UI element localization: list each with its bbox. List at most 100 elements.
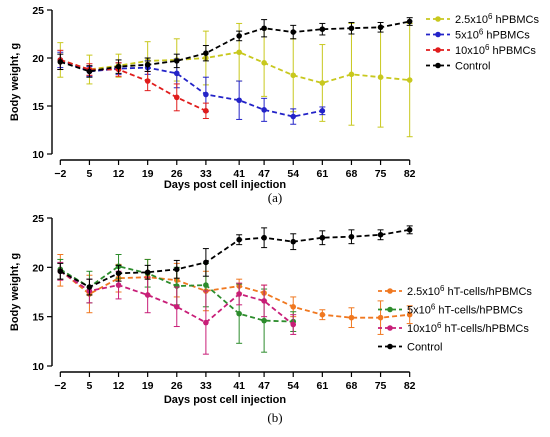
legend-label-exponent: 6 xyxy=(488,12,493,21)
legend-label-main: 2.5x10 xyxy=(407,286,440,298)
x-axis-title: Days post cell injection xyxy=(164,394,287,406)
data-point xyxy=(115,270,122,277)
legend-label-exponent: 6 xyxy=(485,43,490,52)
data-point xyxy=(236,97,242,104)
legend-label-suffix: hT-cells/hPBMCs xyxy=(441,323,529,335)
legend-label: 5x106 hPBMCs xyxy=(455,28,530,42)
data-point xyxy=(406,311,413,318)
data-point xyxy=(57,268,64,275)
legend-label-suffix: hT-cells/hPBMCs xyxy=(444,286,532,298)
legend-entry: 5x106 hPBMCs xyxy=(426,28,530,42)
series-line xyxy=(59,228,410,289)
data-point xyxy=(261,25,267,32)
legend-entry: 10x106 hT-cells/hPBMCs xyxy=(378,321,529,335)
legend-entry: 10x106 hPBMCs xyxy=(426,43,536,57)
legend-label: 10x106 hT-cells/hPBMCs xyxy=(407,321,529,335)
series-0 xyxy=(57,22,413,138)
x-tick-label: 12 xyxy=(113,168,125,180)
x-tick-label: 68 xyxy=(346,380,358,392)
legend-label-suffix: hT-cells/hPBMCs xyxy=(435,305,523,317)
series-0 xyxy=(57,254,413,335)
x-tick-label: 82 xyxy=(404,168,416,180)
legend-label-main: 10x10 xyxy=(407,323,437,335)
data-point xyxy=(348,314,355,321)
legend-label-main: Control xyxy=(407,342,442,354)
data-point xyxy=(290,238,297,245)
x-axis-title: Days post cell injection xyxy=(164,179,287,191)
series-2 xyxy=(57,49,209,119)
data-point xyxy=(261,234,267,241)
legend-marker xyxy=(387,325,393,331)
series-line xyxy=(60,51,410,84)
x-tick-label: 33 xyxy=(200,380,212,392)
data-point xyxy=(261,60,267,66)
data-point xyxy=(173,266,180,273)
legend-label-main: 2.5x10 xyxy=(455,14,488,26)
data-point xyxy=(290,304,297,310)
data-point xyxy=(319,108,326,114)
x-tick-label: 47 xyxy=(258,380,270,392)
data-point xyxy=(406,227,413,233)
legend-label-suffix: hPBMCs xyxy=(489,45,536,57)
panel-label: (b) xyxy=(267,410,282,425)
data-point xyxy=(290,113,297,120)
data-point xyxy=(348,233,355,240)
legend-label: 2.5x106 hPBMCs xyxy=(455,12,539,26)
x-tick-label: −2 xyxy=(54,168,66,180)
x-tick-label: 19 xyxy=(142,380,154,392)
data-point xyxy=(377,231,384,238)
data-point xyxy=(261,107,267,113)
x-tick-label: 82 xyxy=(404,380,416,392)
legend-entry: 2.5x106 hT-cells/hPBMCs xyxy=(378,284,532,298)
y-axis-title: Body weight, g xyxy=(9,253,21,331)
x-tick-label: 5 xyxy=(87,380,93,392)
legend-entry: 2.5x106 hPBMCs xyxy=(426,12,539,26)
data-point xyxy=(173,94,180,101)
data-point xyxy=(203,319,209,326)
y-tick-label: 25 xyxy=(32,213,44,225)
y-tick-label: 15 xyxy=(32,101,44,113)
data-point xyxy=(319,234,326,241)
y-tick-label: 15 xyxy=(32,312,44,324)
data-point xyxy=(290,29,297,35)
legend-label-exponent: 6 xyxy=(431,303,436,312)
legend-entry: Control xyxy=(378,342,442,354)
data-point xyxy=(236,310,242,317)
y-tick-label: 10 xyxy=(32,361,44,373)
series-line xyxy=(60,20,410,73)
legend-label-main: Control xyxy=(455,61,490,73)
x-tick-label: 47 xyxy=(258,168,270,180)
x-tick-label: 68 xyxy=(346,168,358,180)
legend-marker xyxy=(435,47,441,53)
data-point xyxy=(144,292,151,298)
chart-panel-b: 10 15 20 25 −2 5 12 19 26 33 41 47 54 61 68 75 82 Days po… xyxy=(9,213,532,425)
data-point xyxy=(173,58,180,64)
x-tick-label: 19 xyxy=(142,168,154,180)
data-point xyxy=(144,269,151,276)
data-point xyxy=(236,236,242,243)
x-tick-label: −2 xyxy=(54,380,66,392)
x-tick-label: 41 xyxy=(233,380,245,392)
data-point xyxy=(319,80,326,86)
chart-panel-a: 10 15 20 25 −2 5 12 19 26 33 41 47 54 61 68 75 82 Days po… xyxy=(9,5,539,205)
data-point xyxy=(115,63,122,70)
data-point xyxy=(203,91,209,98)
data-point xyxy=(203,259,209,266)
legend-label-exponent: 6 xyxy=(479,28,484,37)
x-tick-label: 61 xyxy=(316,380,328,392)
data-point xyxy=(261,298,267,304)
data-point xyxy=(144,61,151,68)
x-tick-label: 75 xyxy=(375,168,387,180)
legend-label: 5x106 hT-cells/hPBMCs xyxy=(407,303,523,317)
data-point xyxy=(319,26,326,32)
data-point xyxy=(406,77,413,83)
data-point xyxy=(348,71,355,78)
data-point xyxy=(236,49,242,56)
legend-label-exponent: 6 xyxy=(437,321,442,330)
data-point xyxy=(377,24,384,31)
series-line xyxy=(59,59,323,118)
x-tick-label: 75 xyxy=(375,380,387,392)
data-point xyxy=(261,317,267,324)
